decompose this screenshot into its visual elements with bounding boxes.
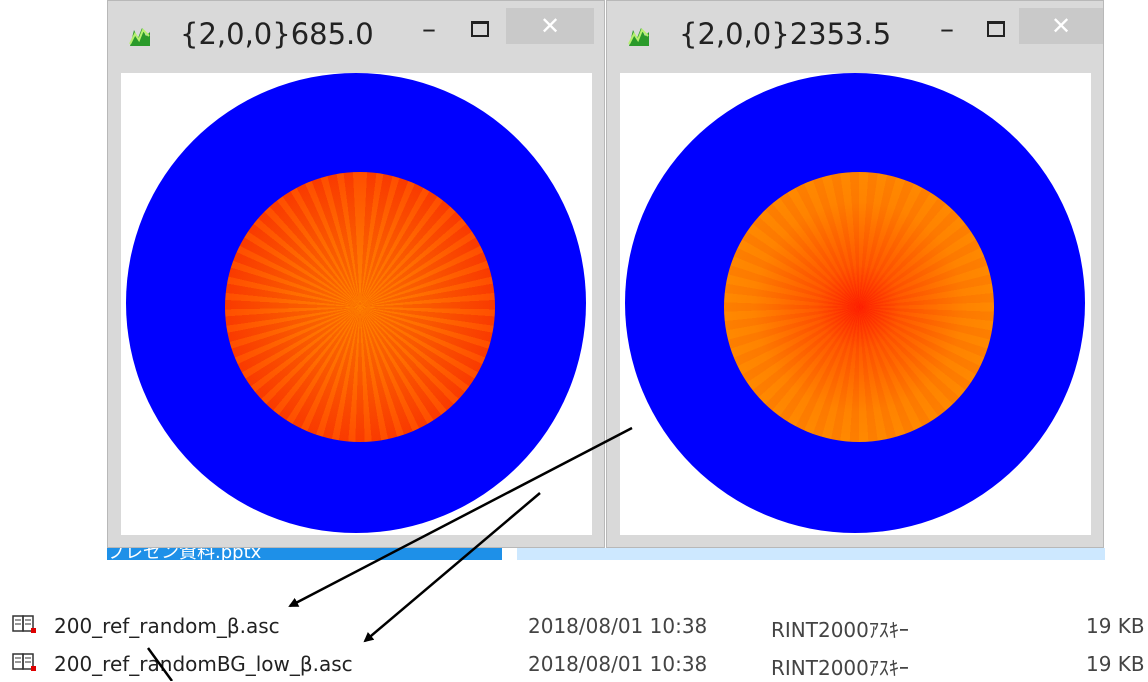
file-date: 2018/08/01 10:38 xyxy=(528,652,708,676)
minimize-button[interactable]: – xyxy=(422,12,436,45)
title-bar[interactable]: {2,0,0}685.0 – ✕ xyxy=(108,1,604,73)
pole-figure-canvas xyxy=(620,73,1091,535)
green-chart-icon xyxy=(628,28,649,46)
minimize-button[interactable]: – xyxy=(940,12,954,45)
maximize-button[interactable] xyxy=(460,9,496,45)
close-button[interactable]: ✕ xyxy=(506,8,594,44)
close-button[interactable]: ✕ xyxy=(1019,8,1103,44)
file-type: RINT2000ｱｽｷｰ xyxy=(771,656,909,680)
pole-figure-window-right[interactable]: {2,0,0}2353.5 – ✕ xyxy=(606,0,1104,548)
file-size: 19 KB xyxy=(1086,652,1145,676)
file-size: 19 KB xyxy=(1086,614,1145,638)
selected-file-row-partial[interactable]: プレゼン資料.pptx xyxy=(107,548,502,560)
file-date: 2018/08/01 10:38 xyxy=(528,614,708,638)
pole-figure-canvas xyxy=(121,73,592,535)
pole-figure-window-left[interactable]: {2,0,0}685.0 – ✕ xyxy=(107,0,605,548)
window-title: {2,0,0}2353.5 xyxy=(679,17,892,51)
file-name: 200_ref_randomBG_low_β.asc xyxy=(54,652,353,676)
window-title: {2,0,0}685.0 xyxy=(180,17,374,51)
file-type: RINT2000ｱｽｷｰ xyxy=(771,618,909,642)
asc-file-icon xyxy=(12,615,36,633)
file-row[interactable]: 200_ref_random_β.asc 2018/08/01 10:38 RI… xyxy=(0,610,1148,644)
file-name: 200_ref_random_β.asc xyxy=(54,614,280,638)
maximize-button[interactable] xyxy=(976,9,1012,45)
selected-file-name-partial: プレゼン資料.pptx xyxy=(107,548,262,560)
selection-highlight-partial xyxy=(517,548,1105,560)
pole-figure-intensity-core xyxy=(225,172,495,442)
green-chart-icon xyxy=(129,28,150,46)
pole-figure-intensity-core xyxy=(724,172,994,442)
asc-file-icon xyxy=(12,653,36,671)
title-bar[interactable]: {2,0,0}2353.5 – ✕ xyxy=(607,1,1103,73)
pole-figure-outer-ring xyxy=(126,73,586,533)
file-row[interactable]: 200_ref_randomBG_low_β.asc 2018/08/01 10… xyxy=(0,648,1148,682)
pole-figure-outer-ring xyxy=(625,73,1085,533)
